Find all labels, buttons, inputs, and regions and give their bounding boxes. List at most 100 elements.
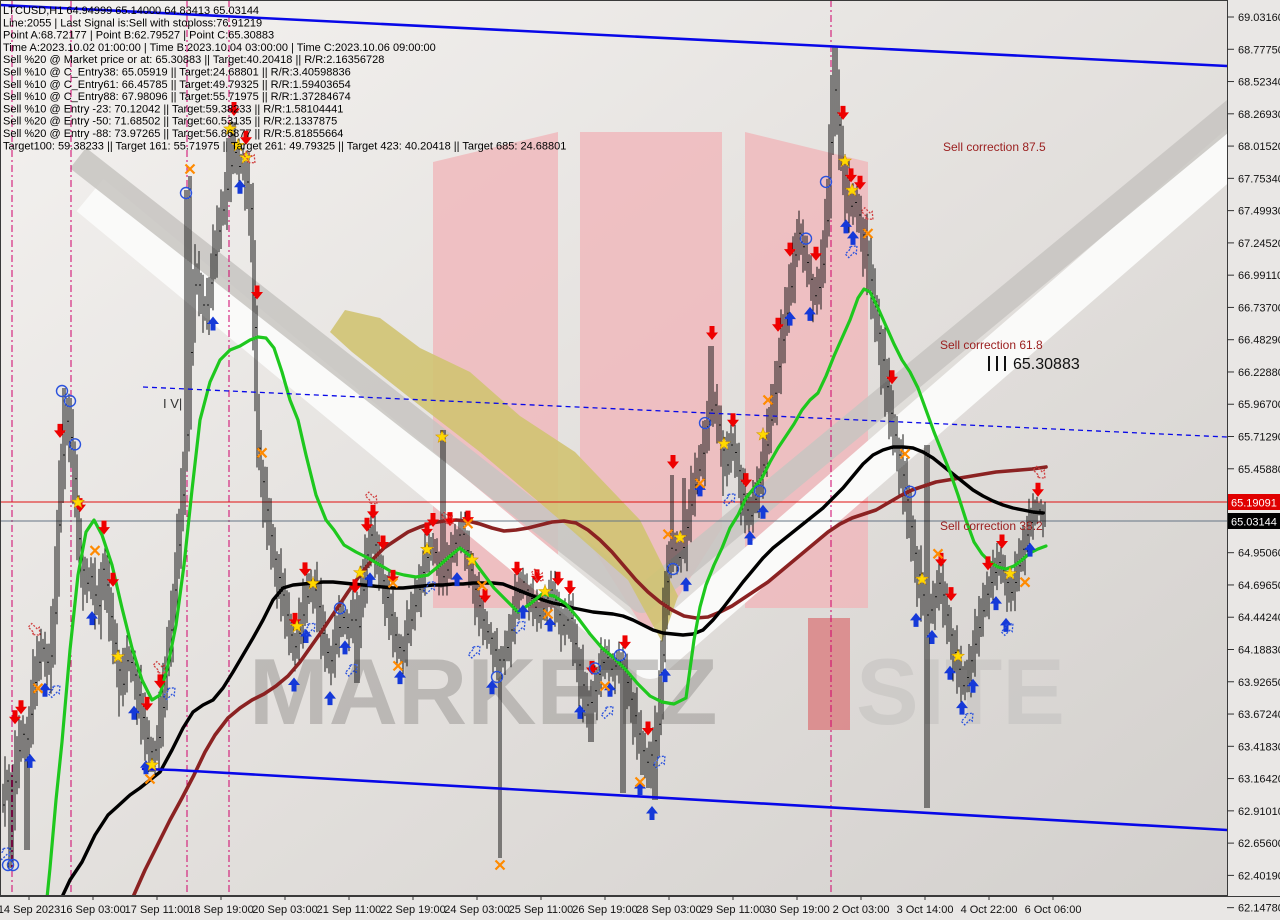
hollow-up-arrow-icon[interactable] — [652, 753, 669, 770]
sell-arrow-icon[interactable] — [240, 130, 252, 145]
sell-arrow-icon[interactable] — [479, 589, 491, 604]
buy-arrow-icon[interactable] — [694, 482, 706, 497]
star-signal-icon[interactable] — [950, 648, 966, 663]
cross-signal-icon[interactable] — [862, 228, 874, 239]
buy-arrow-icon[interactable] — [956, 700, 968, 715]
star-signal-icon[interactable] — [914, 571, 930, 586]
buy-arrow-icon[interactable] — [39, 682, 51, 697]
sell-arrow-icon[interactable] — [845, 168, 857, 183]
cross-signal-icon[interactable] — [144, 773, 156, 785]
hollow-up-arrow-icon[interactable] — [844, 242, 861, 259]
circle-signal-icon[interactable] — [753, 484, 767, 498]
buy-arrow-icon[interactable] — [574, 704, 586, 719]
cross-signal-icon[interactable] — [256, 447, 268, 459]
star-signal-icon[interactable] — [222, 121, 238, 136]
hollow-down-arrow-icon[interactable] — [27, 622, 44, 639]
trendline-upper[interactable] — [0, 3, 1227, 68]
buy-arrow-icon[interactable] — [486, 680, 498, 695]
star-signal-icon[interactable] — [352, 565, 368, 579]
sell-arrow-icon[interactable] — [251, 285, 263, 300]
star-signal-icon[interactable] — [464, 552, 480, 567]
cross-signal-icon[interactable] — [662, 528, 674, 540]
cross-signal-icon[interactable] — [899, 448, 911, 460]
circle-signal-icon[interactable] — [490, 670, 504, 684]
star-signal-icon[interactable] — [70, 494, 86, 509]
buy-arrow-icon[interactable] — [324, 691, 336, 706]
trendline-dashed-mid[interactable] — [142, 386, 1227, 438]
buy-arrow-icon[interactable] — [967, 678, 979, 693]
sell-arrow-icon[interactable] — [421, 522, 433, 537]
hollow-down-arrow-icon[interactable] — [364, 490, 381, 507]
buy-arrow-icon[interactable] — [804, 306, 816, 321]
buy-arrow-icon[interactable] — [234, 179, 246, 194]
buy-arrow-icon[interactable] — [288, 677, 300, 692]
sell-arrow-icon[interactable] — [141, 696, 153, 711]
star-signal-icon[interactable] — [755, 427, 771, 441]
buy-arrow-icon[interactable] — [451, 572, 463, 587]
cross-signal-icon[interactable] — [494, 859, 506, 871]
cross-signal-icon[interactable] — [184, 163, 196, 175]
sell-arrow-icon[interactable] — [15, 700, 27, 715]
hollow-down-arrow-icon[interactable] — [530, 567, 547, 584]
star-signal-icon[interactable] — [230, 138, 246, 152]
circle-signal-icon[interactable] — [1, 858, 15, 872]
cross-signal-icon[interactable] — [599, 680, 611, 692]
star-signal-icon[interactable] — [144, 757, 160, 772]
sell-arrow-icon[interactable] — [619, 635, 631, 650]
circle-signal-icon[interactable] — [588, 662, 602, 675]
buy-arrow-icon[interactable] — [140, 760, 152, 775]
hollow-up-arrow-icon[interactable] — [512, 618, 529, 635]
sell-arrow-icon[interactable] — [1032, 482, 1044, 497]
sell-arrow-icon[interactable] — [810, 246, 822, 261]
cross-signal-icon[interactable] — [387, 577, 399, 589]
sell-arrow-icon[interactable] — [361, 517, 373, 532]
buy-arrow-icon[interactable] — [847, 230, 859, 245]
cross-signal-icon[interactable] — [542, 608, 554, 620]
buy-arrow-icon[interactable] — [784, 311, 796, 326]
sell-arrow-icon[interactable] — [706, 326, 718, 340]
circle-signal-icon[interactable] — [68, 438, 82, 451]
sell-arrow-icon[interactable] — [228, 102, 240, 116]
sell-arrow-icon[interactable] — [107, 572, 119, 587]
trendline-lower[interactable] — [141, 767, 1227, 832]
star-signal-icon[interactable] — [289, 619, 305, 633]
sell-arrow-icon[interactable] — [740, 473, 752, 488]
sell-arrow-icon[interactable] — [299, 562, 311, 577]
buy-arrow-icon[interactable] — [128, 705, 140, 720]
circle-signal-icon[interactable] — [55, 384, 69, 398]
buy-arrow-icon[interactable] — [659, 668, 671, 683]
star-signal-icon[interactable] — [672, 530, 688, 544]
sell-arrow-icon[interactable] — [772, 317, 784, 332]
cross-signal-icon[interactable] — [1019, 576, 1031, 588]
sell-arrow-icon[interactable] — [377, 535, 389, 550]
sell-arrow-icon[interactable] — [444, 512, 456, 527]
star-signal-icon[interactable] — [837, 153, 853, 168]
buy-arrow-icon[interactable] — [300, 629, 312, 644]
buy-arrow-icon[interactable] — [1024, 542, 1036, 557]
star-signal-icon[interactable] — [844, 182, 860, 197]
hollow-down-arrow-icon[interactable] — [152, 660, 169, 677]
buy-arrow-icon[interactable] — [757, 504, 769, 519]
sell-arrow-icon[interactable] — [837, 105, 849, 120]
hollow-up-arrow-icon[interactable] — [47, 682, 64, 699]
hollow-down-arrow-icon[interactable] — [242, 149, 259, 166]
hollow-up-arrow-icon[interactable] — [302, 620, 319, 637]
star-signal-icon[interactable] — [1002, 566, 1018, 580]
circle-signal-icon[interactable] — [799, 232, 813, 245]
sell-arrow-icon[interactable] — [427, 513, 439, 528]
buy-arrow-icon[interactable] — [207, 316, 219, 331]
buy-arrow-icon[interactable] — [24, 753, 36, 768]
cross-signal-icon[interactable] — [462, 518, 474, 529]
sell-arrow-icon[interactable] — [349, 579, 361, 594]
sell-arrow-icon[interactable] — [982, 556, 994, 571]
star-signal-icon[interactable] — [716, 436, 732, 450]
hollow-up-arrow-icon[interactable] — [422, 578, 439, 595]
ma-fast-line[interactable] — [45, 287, 1048, 918]
hollow-up-arrow-icon[interactable] — [600, 703, 617, 720]
cross-signal-icon[interactable] — [32, 683, 44, 694]
hollow-up-arrow-icon[interactable] — [1000, 620, 1017, 637]
buy-arrow-icon[interactable] — [544, 617, 556, 632]
